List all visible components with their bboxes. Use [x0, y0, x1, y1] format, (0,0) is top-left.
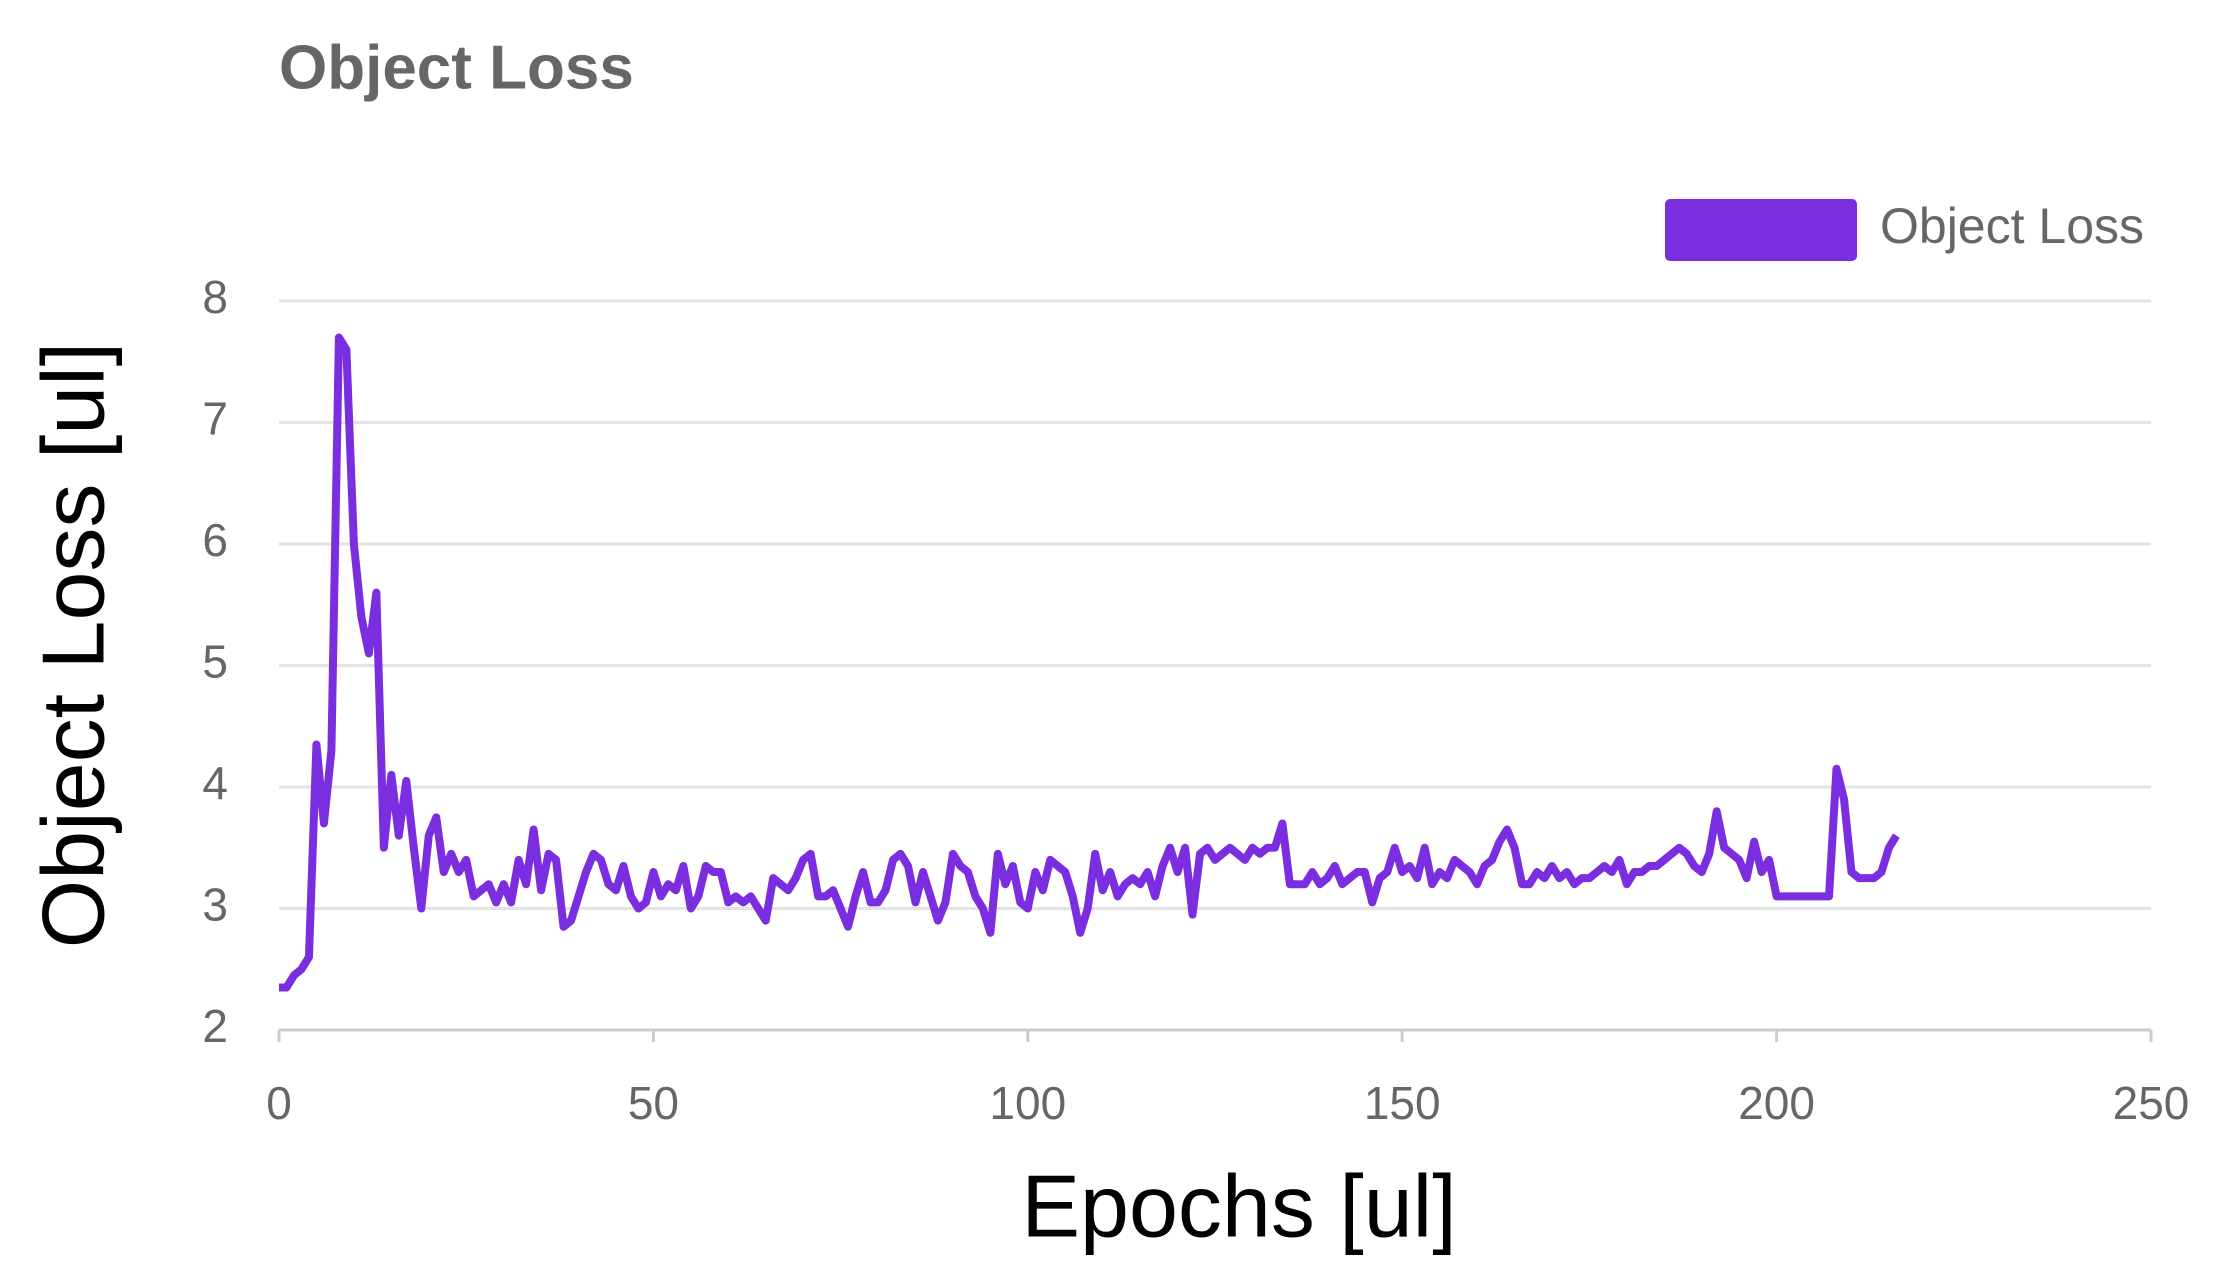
legend-label: Object Loss [1880, 198, 2144, 254]
legend-swatch [1665, 199, 1857, 261]
y-tick-label: 8 [202, 271, 228, 323]
chart-title: Object Loss [279, 33, 634, 102]
y-tick-label: 2 [202, 1000, 228, 1052]
line [279, 333, 1900, 992]
y-axis-title: Object Loss [ul] [23, 342, 122, 949]
y-tick-label: 4 [202, 757, 228, 809]
x-tick-label: 150 [1364, 1077, 1441, 1129]
x-tick-label: 50 [628, 1077, 679, 1129]
x-axis-title: Epochs [ul] [1021, 1156, 1456, 1255]
x-tick-label: 100 [989, 1077, 1066, 1129]
y-tick-label: 5 [202, 636, 228, 688]
x-tick-label: 250 [2113, 1077, 2190, 1129]
y-tick-label: 3 [202, 879, 228, 931]
x-tick-label: 200 [1738, 1077, 1815, 1129]
y-tick-label: 7 [202, 393, 228, 445]
x-tick-label: 0 [266, 1077, 292, 1129]
y-tick-label: 6 [202, 514, 228, 566]
